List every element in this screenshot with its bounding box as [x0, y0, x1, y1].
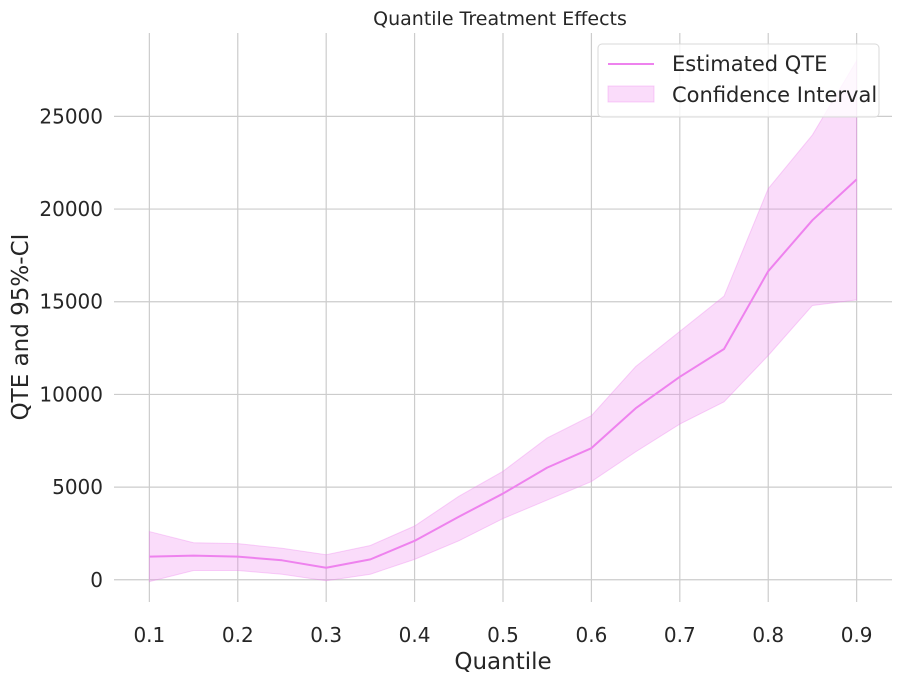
- confidence-band-layer: [148, 58, 858, 583]
- y-tick-label: 20000: [39, 197, 103, 221]
- x-tick-label: 0.9: [841, 623, 873, 647]
- y-tick-labels: 0 5000 10000 15000 20000 25000: [39, 104, 103, 591]
- y-tick-label: 0: [90, 568, 103, 592]
- y-axis-label: QTE and 95%-CI: [8, 234, 34, 421]
- x-tick-label: 0.1: [133, 623, 165, 647]
- y-tick-label: 15000: [39, 290, 103, 314]
- legend: Estimated QTE Confidence Interval: [597, 43, 880, 118]
- x-tick-label: 0.4: [399, 623, 431, 647]
- y-tick-label: 5000: [52, 475, 103, 499]
- qte-line-layer: [149, 178, 858, 569]
- x-tick-label: 0.5: [487, 623, 519, 647]
- x-tick-label: 0.7: [664, 623, 696, 647]
- x-tick-label: 0.2: [222, 623, 254, 647]
- legend-box: [597, 43, 880, 118]
- x-tick-label: 0.3: [310, 623, 342, 647]
- legend-band-swatch: [607, 85, 655, 103]
- legend-label-estimated-qte: Estimated QTE: [672, 52, 827, 76]
- x-tick-label: 0.8: [752, 623, 784, 647]
- confidence-interval-band: [148, 58, 858, 583]
- legend-label-confidence-interval: Confidence Interval: [672, 83, 877, 107]
- y-tick-label: 25000: [39, 104, 103, 128]
- x-tick-label: 0.6: [576, 623, 608, 647]
- chart-title: Quantile Treatment Effects: [373, 8, 627, 30]
- y-tick-label: 10000: [39, 382, 103, 406]
- grid-layer: [114, 33, 892, 602]
- x-axis-label: Quantile: [454, 649, 551, 675]
- x-tick-labels: 0.1 0.2 0.3 0.4 0.5 0.6 0.7 0.8 0.9: [133, 623, 872, 647]
